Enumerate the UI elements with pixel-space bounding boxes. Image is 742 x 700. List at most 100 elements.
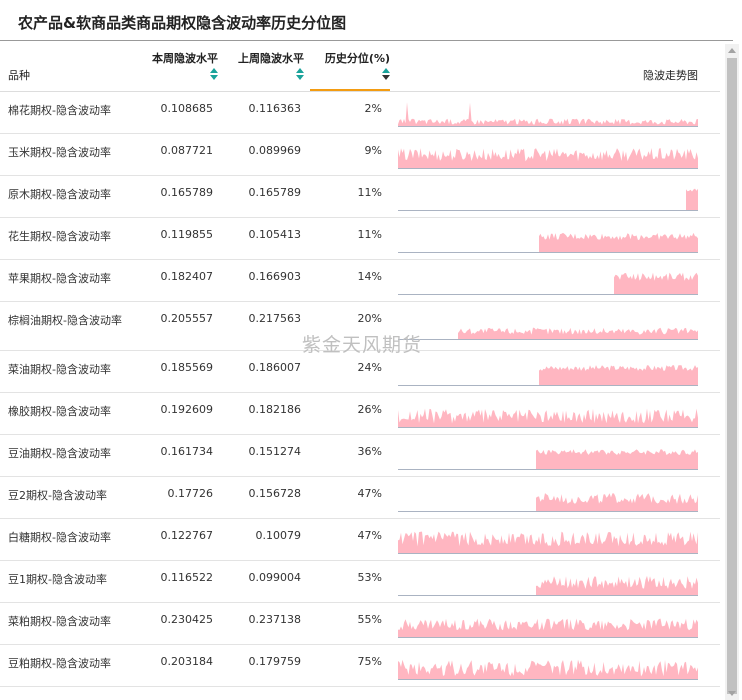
vertical-scrollbar[interactable] xyxy=(725,44,739,700)
sparkline-chart xyxy=(539,232,698,253)
sort-icon[interactable] xyxy=(296,68,304,80)
sparkline xyxy=(398,97,698,127)
sparkline-chart xyxy=(398,408,698,428)
row-percentile: 14% xyxy=(357,270,382,283)
row-this-week: 0.203184 xyxy=(160,655,214,668)
row-this-week: 0.17726 xyxy=(167,487,214,500)
row-last-week: 0.10079 xyxy=(255,529,302,542)
sparkline-baseline xyxy=(398,339,698,340)
scroll-down-icon[interactable] xyxy=(728,691,736,696)
sparkline-area xyxy=(686,188,698,211)
sparkline xyxy=(398,650,698,680)
header-percentile[interactable]: 历史分位(%) xyxy=(312,51,390,81)
row-name: 原木期权-隐含波动率 xyxy=(8,188,111,201)
row-name: 豆油期权-隐含波动率 xyxy=(8,447,111,460)
row-name: 豆粕期权-隐含波动率 xyxy=(8,657,111,670)
row-name: 玉米期权-隐含波动率 xyxy=(8,146,111,159)
row-this-week: 0.205557 xyxy=(160,312,214,325)
title-divider xyxy=(0,40,733,41)
row-percentile: 75% xyxy=(357,655,382,668)
sparkline-area xyxy=(536,493,698,512)
sparkline-baseline xyxy=(398,210,698,211)
active-sort-underline xyxy=(310,89,390,91)
sparkline-chart xyxy=(398,148,698,169)
sparkline-area xyxy=(398,659,698,680)
row-last-week: 0.237138 xyxy=(248,613,302,626)
sparkline-chart xyxy=(398,659,698,680)
header-last-week-label: 上周隐波水平 xyxy=(238,52,304,65)
sparkline-area xyxy=(398,148,698,169)
row-percentile: 26% xyxy=(357,403,382,416)
sparkline xyxy=(398,398,698,428)
table-row: 豆1期权-隐含波动率 0.116522 0.099004 53% xyxy=(0,561,720,603)
row-this-week: 0.087721 xyxy=(160,144,214,157)
sparkline xyxy=(398,482,698,512)
sort-icon[interactable] xyxy=(210,68,218,80)
sparkline-baseline xyxy=(398,553,698,554)
row-name: 豆2期权-隐含波动率 xyxy=(8,489,107,502)
sparkline-area xyxy=(536,575,698,596)
row-this-week: 0.230425 xyxy=(160,613,214,626)
row-name: 花生期权-隐含波动率 xyxy=(8,230,111,243)
scrollbar-thumb[interactable] xyxy=(727,58,737,694)
sparkline xyxy=(398,310,698,340)
row-last-week: 0.186007 xyxy=(248,361,302,374)
header-last-week[interactable]: 上周隐波水平 xyxy=(224,51,304,81)
sparkline-baseline xyxy=(398,637,698,638)
row-this-week: 0.165789 xyxy=(160,186,214,199)
row-name: 棉花期权-隐含波动率 xyxy=(8,104,111,117)
row-percentile: 47% xyxy=(357,529,382,542)
sparkline-chart xyxy=(398,618,698,638)
header-this-week[interactable]: 本周隐波水平 xyxy=(138,51,218,81)
sparkline-area xyxy=(458,327,698,340)
row-name: 棕榈油期权-隐含波动率 xyxy=(8,314,122,327)
sparkline xyxy=(398,608,698,638)
table-row: 花生期权-隐含波动率 0.119855 0.105413 11% xyxy=(0,218,720,260)
sparkline-chart xyxy=(686,188,698,211)
header-percentile-label: 历史分位(%) xyxy=(324,52,390,65)
row-this-week: 0.192609 xyxy=(160,403,214,416)
row-name: 白糖期权-隐含波动率 xyxy=(8,531,111,544)
sparkline-area xyxy=(614,272,698,295)
sparkline xyxy=(398,356,698,386)
row-last-week: 0.116363 xyxy=(248,102,302,115)
row-last-week: 0.105413 xyxy=(248,228,302,241)
sparkline-area xyxy=(398,531,698,554)
table-row: 白糖期权-隐含波动率 0.122767 0.10079 47% xyxy=(0,519,720,561)
sparkline-chart xyxy=(398,102,698,127)
row-last-week: 0.099004 xyxy=(248,571,302,584)
row-percentile: 11% xyxy=(357,186,382,199)
row-percentile: 20% xyxy=(357,312,382,325)
row-percentile: 11% xyxy=(357,228,382,241)
table-row: 豆2期权-隐含波动率 0.17726 0.156728 47% xyxy=(0,477,720,519)
sparkline-chart xyxy=(536,575,698,596)
row-last-week: 0.166903 xyxy=(248,270,302,283)
row-percentile: 24% xyxy=(357,361,382,374)
table-row: 豆粕期权-隐含波动率 0.203184 0.179759 75% xyxy=(0,645,720,687)
row-last-week: 0.151274 xyxy=(248,445,302,458)
sparkline-baseline xyxy=(398,427,698,428)
sparkline-chart xyxy=(458,327,698,340)
row-this-week: 0.108685 xyxy=(160,102,214,115)
scroll-up-icon[interactable] xyxy=(728,48,736,53)
sparkline-baseline xyxy=(398,126,698,127)
sparkline xyxy=(398,181,698,211)
row-percentile: 2% xyxy=(364,102,382,115)
header-name: 品种 xyxy=(8,69,30,82)
row-this-week: 0.182407 xyxy=(160,270,214,283)
sparkline-area xyxy=(539,232,698,253)
sparkline xyxy=(398,524,698,554)
row-percentile: 9% xyxy=(364,144,382,157)
row-name: 菜油期权-隐含波动率 xyxy=(8,363,111,376)
sparkline xyxy=(398,223,698,253)
sparkline xyxy=(398,265,698,295)
row-this-week: 0.116522 xyxy=(160,571,214,584)
sparkline-chart xyxy=(536,449,698,470)
table-row: 菜油期权-隐含波动率 0.185569 0.186007 24% xyxy=(0,351,720,393)
sparkline xyxy=(398,440,698,470)
row-last-week: 0.089969 xyxy=(248,144,302,157)
sparkline-area xyxy=(398,102,698,127)
sparkline-baseline xyxy=(398,294,698,295)
sort-desc-icon[interactable] xyxy=(382,68,390,80)
row-percentile: 36% xyxy=(357,445,382,458)
